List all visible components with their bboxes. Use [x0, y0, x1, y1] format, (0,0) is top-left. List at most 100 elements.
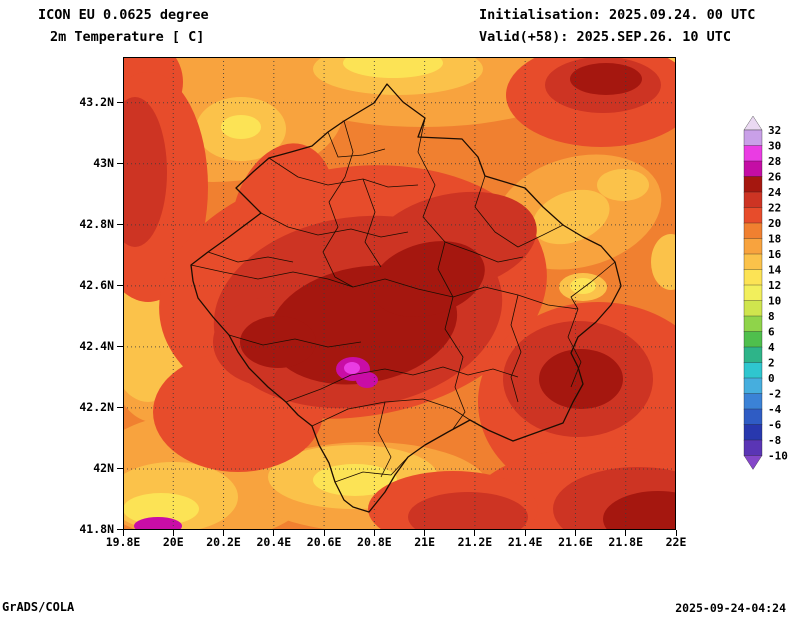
colorbar-label: 0 — [768, 372, 775, 385]
colorbar-label: 30 — [768, 140, 781, 153]
colorbar-label: 2 — [768, 357, 775, 370]
x-tick-label: 20.2E — [206, 535, 241, 549]
x-tick-mark — [625, 530, 627, 536]
x-tick-mark — [122, 530, 124, 536]
timestamp: 2025-09-24-04:24 — [675, 601, 786, 615]
colorbar-segment — [743, 269, 763, 286]
colorbar-segment — [743, 439, 763, 457]
x-tick-label: 20E — [162, 535, 184, 549]
colorbar-label: 22 — [768, 202, 781, 215]
y-tick-label: 42N — [93, 460, 114, 475]
colorbar-label: -6 — [768, 419, 782, 432]
colorbar-label: 6 — [768, 326, 775, 339]
y-tick-mark — [117, 346, 123, 348]
plot-frame — [123, 57, 676, 530]
colorbar-label: 10 — [768, 295, 781, 308]
variable-title: 2m Temperature [ C] — [50, 29, 205, 45]
colorbar-segment — [743, 222, 763, 240]
colorbar: 32 30 28 26 24 22 20 18 16 14 12 10 8 6 4 2 0 -2 -4 -6 -8 -10 — [743, 115, 800, 476]
x-tick-mark — [273, 530, 275, 536]
colorbar-top-triangle — [743, 115, 763, 131]
y-tick-label: 42.2N — [79, 399, 114, 414]
credit: GrADS/COLA — [2, 600, 75, 614]
x-tick-mark — [524, 530, 526, 536]
colorbar-label: 18 — [768, 233, 781, 246]
initialisation-time: Initialisation: 2025.09.24. 00 UTC — [479, 7, 756, 23]
colorbar-segment — [743, 393, 763, 410]
x-tick-label: 21.4E — [507, 535, 543, 549]
colorbar-label: 14 — [768, 264, 782, 277]
colorbar-label: 28 — [768, 155, 781, 168]
y-tick-mark — [117, 163, 123, 165]
colorbar-label: 4 — [768, 341, 775, 354]
colorbar-segment — [743, 145, 763, 162]
x-tick-mark — [675, 530, 677, 536]
x-tick-mark — [574, 530, 576, 536]
x-tick-label: 22E — [665, 535, 687, 549]
x-tick-label: 21.2E — [457, 535, 493, 549]
x-tick-label: 20.6E — [306, 535, 342, 549]
x-tick-mark — [474, 530, 476, 536]
colorbar-label: 20 — [768, 217, 781, 230]
colorbar-segment — [743, 238, 763, 255]
colorbar-segment — [743, 191, 763, 209]
country-border — [190, 83, 622, 513]
admin-boundaries — [190, 83, 622, 513]
colorbar-bottom-triangle — [743, 455, 763, 470]
colorbar-segment — [743, 424, 763, 441]
colorbar-segment — [743, 253, 763, 271]
x-tick-mark — [424, 530, 426, 536]
y-tick-label: 41.8N — [79, 521, 114, 536]
x-tick-label: 21.6E — [558, 535, 593, 549]
x-tick-label: 21E — [414, 535, 436, 549]
colorbar-label: 24 — [768, 186, 782, 199]
colorbar-label: -2 — [768, 388, 781, 401]
colorbar-label: 26 — [768, 171, 782, 184]
colorbar-segment — [743, 284, 763, 302]
model-title: ICON EU 0.0625 degree — [38, 7, 209, 23]
colorbar-segment — [743, 362, 763, 379]
colorbar-label: -8 — [768, 434, 781, 447]
valid-time: Valid(+58): 2025.SEP.26. 10 UTC — [479, 29, 731, 45]
colorbar-segment — [743, 346, 763, 364]
colorbar-segment — [743, 176, 763, 193]
colorbar-segment — [743, 300, 763, 317]
temperature-fill — [123, 57, 676, 530]
y-tick-label: 42.4N — [79, 338, 114, 353]
colorbar-segment — [743, 408, 763, 426]
colorbar-label: -4 — [768, 403, 782, 416]
colorbar-segment — [743, 377, 763, 395]
colorbar-segment — [743, 160, 763, 178]
colorbar-label: 12 — [768, 279, 781, 292]
colorbar-label: -10 — [768, 450, 788, 463]
x-tick-mark — [172, 530, 174, 536]
colorbar-segment — [743, 129, 763, 147]
y-tick-label: 43.2N — [79, 94, 114, 109]
y-tick-mark — [117, 529, 123, 530]
y-tick-mark — [117, 407, 123, 409]
y-tick-mark — [117, 102, 123, 104]
y-tick-label: 42.8N — [79, 216, 114, 231]
y-tick-label: 43N — [93, 155, 114, 170]
y-tick-mark — [117, 468, 123, 470]
colorbar-label: 16 — [768, 248, 782, 261]
x-tick-label: 19.8E — [105, 535, 141, 549]
y-tick-mark — [117, 224, 123, 226]
x-tick-mark — [223, 530, 225, 536]
x-tick-mark — [323, 530, 325, 536]
colorbar-label: 32 — [768, 124, 781, 137]
colorbar-segment — [743, 207, 763, 224]
colorbar-segment — [743, 331, 763, 348]
y-tick-label: 42.6N — [79, 277, 114, 292]
y-tick-mark — [117, 285, 123, 287]
x-tick-mark — [373, 530, 375, 536]
x-tick-label: 21.8E — [608, 535, 644, 549]
colorbar-segment — [743, 315, 763, 333]
map-plot — [122, 57, 677, 530]
x-tick-label: 20.8E — [357, 535, 392, 549]
colorbar-label: 8 — [768, 310, 775, 323]
x-tick-label: 20.4E — [256, 535, 292, 549]
map-svg — [122, 57, 677, 530]
